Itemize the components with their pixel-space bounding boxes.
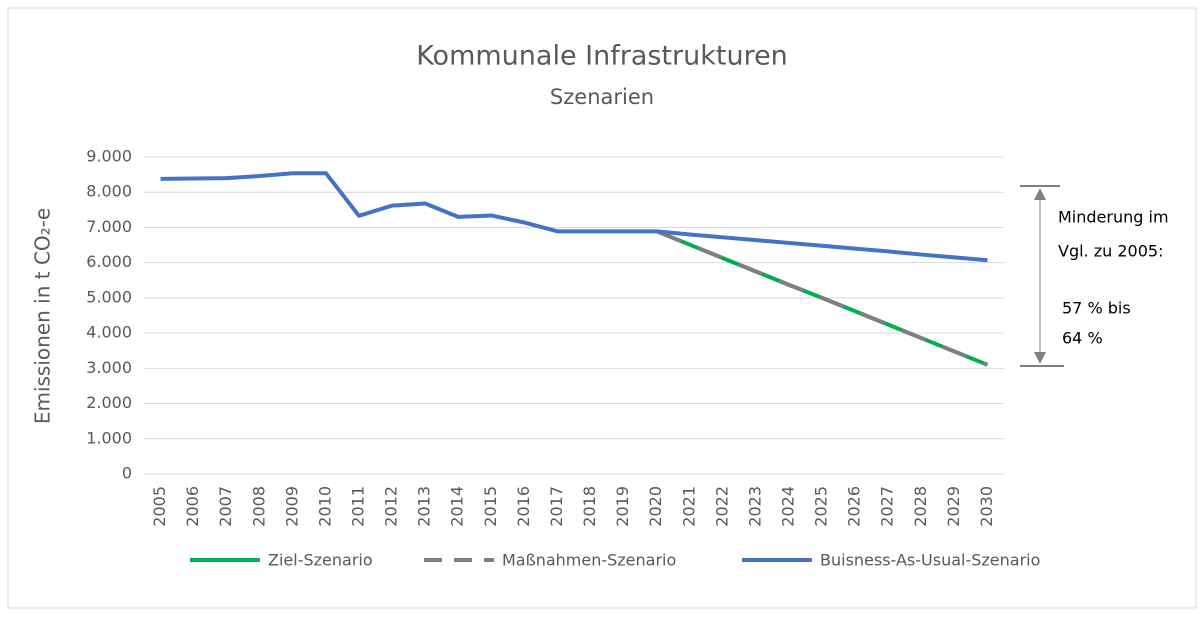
x-tick-label: 2014 xyxy=(448,486,467,527)
x-tick-label: 2011 xyxy=(349,486,368,527)
x-tick-label: 2023 xyxy=(745,486,764,527)
chart-title: Kommunale Infrastrukturen xyxy=(416,41,788,72)
x-tick-label: 2024 xyxy=(779,486,798,527)
y-tick-label: 1.000 xyxy=(86,428,132,447)
y-tick-label: 6.000 xyxy=(86,252,132,271)
y-tick-label: 9.000 xyxy=(86,147,132,166)
x-tick-label: 2026 xyxy=(845,486,864,527)
x-tick-label: 2015 xyxy=(481,486,500,527)
x-tick-label: 2009 xyxy=(282,486,301,527)
x-tick-label: 2029 xyxy=(944,486,963,527)
annotation: Minderung im xyxy=(1058,208,1169,227)
x-tick-label: 2017 xyxy=(547,486,566,527)
x-tick-label: 2005 xyxy=(150,486,169,527)
y-tick-label: 8.000 xyxy=(86,182,132,201)
y-tick-label: 7.000 xyxy=(86,217,132,236)
reduction-arrow xyxy=(1020,185,1064,367)
legend-label: Maßnahmen-Szenario xyxy=(502,551,676,570)
x-tick-label: 2008 xyxy=(249,486,268,527)
y-axis-label: Emissionen in t CO₂-e xyxy=(31,208,55,424)
y-tick-label: 2.000 xyxy=(86,393,132,412)
x-tick-label: 2010 xyxy=(315,486,334,527)
x-tick-label: 2016 xyxy=(514,486,533,527)
x-tick-label: 2006 xyxy=(183,486,202,527)
y-tick-label: 3.000 xyxy=(86,358,132,377)
x-tick-label: 2025 xyxy=(812,486,831,527)
y-tick-label: 5.000 xyxy=(86,287,132,306)
x-tick-label: 2018 xyxy=(580,486,599,527)
y-tick-label: 4.000 xyxy=(86,323,132,342)
chart-subtitle: Szenarien xyxy=(550,85,654,109)
x-tick-label: 2020 xyxy=(646,486,665,527)
y-tick-label: 0 xyxy=(122,464,132,483)
x-tick-label: 2027 xyxy=(878,486,897,527)
legend-label: Ziel-Szenario xyxy=(268,551,373,570)
legend-label: Buisness-As-Usual-Szenario xyxy=(820,551,1040,570)
x-tick-label: 2019 xyxy=(613,486,632,527)
series-line xyxy=(655,229,989,367)
x-tick-label: 2021 xyxy=(679,486,698,527)
annotation: 64 % xyxy=(1062,329,1103,348)
series-line xyxy=(160,171,988,263)
x-tick-label: 2030 xyxy=(977,486,996,527)
annotation: 57 % bis xyxy=(1062,299,1131,318)
x-tick-label: 2012 xyxy=(382,486,401,527)
x-tick-label: 2022 xyxy=(712,486,731,527)
chart-frame xyxy=(7,7,1197,609)
x-tick-label: 2013 xyxy=(415,486,434,527)
x-tick-label: 2028 xyxy=(911,486,930,527)
annotation: Vgl. zu 2005: xyxy=(1058,242,1163,261)
x-tick-label: 2007 xyxy=(216,486,235,527)
